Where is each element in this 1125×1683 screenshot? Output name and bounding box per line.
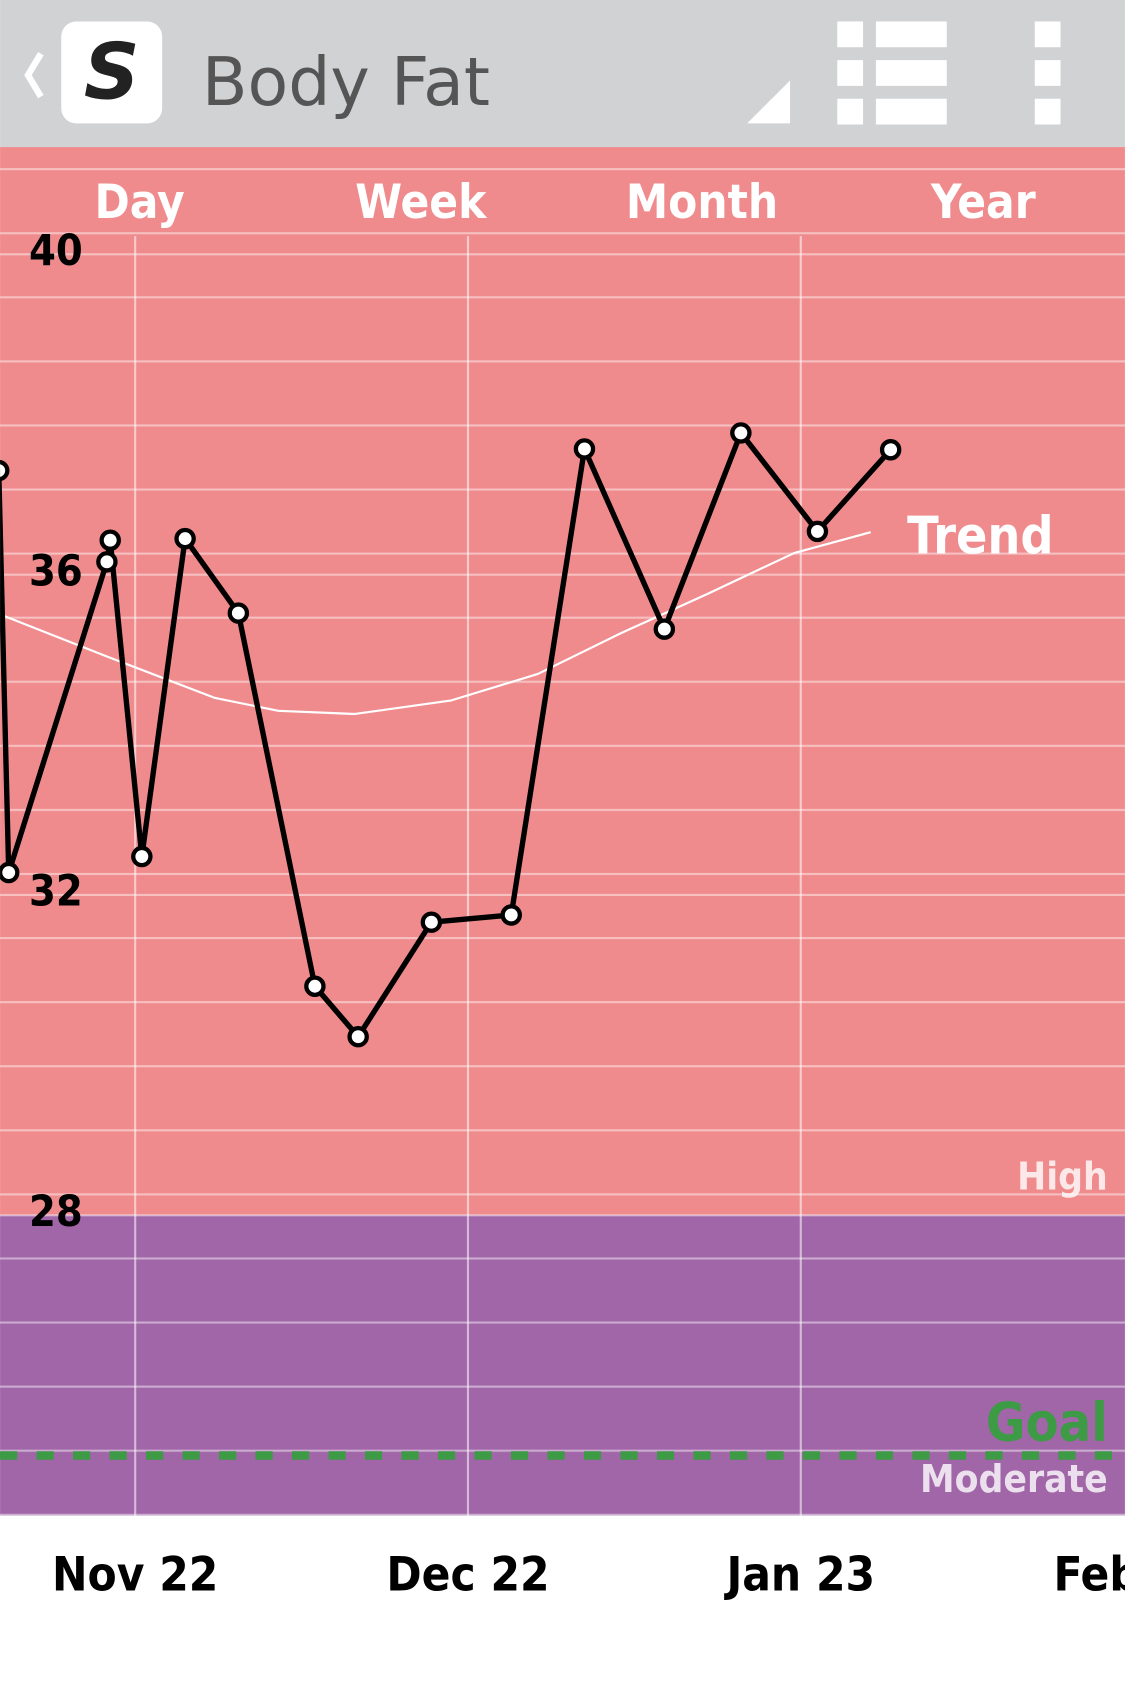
- y-tick-label: 40: [29, 226, 83, 276]
- data-point: [347, 1025, 369, 1048]
- goal-label: Goal: [986, 1390, 1108, 1453]
- range-tab[interactable]: Month: [626, 175, 778, 230]
- x-tick-label: Jan 23: [723, 1548, 875, 1603]
- range-tab[interactable]: Day: [95, 175, 185, 230]
- list-icon[interactable]: [837, 21, 947, 125]
- y-tick-label: 36: [29, 546, 83, 596]
- minor-grid: [0, 147, 1125, 1516]
- logo-letter: S: [84, 28, 140, 118]
- y-tick-label: 32: [29, 867, 83, 917]
- data-point: [99, 529, 121, 551]
- data-point: [806, 520, 829, 543]
- data-point: [131, 845, 153, 868]
- data-point: [0, 861, 20, 884]
- menu-icon[interactable]: [1034, 21, 1061, 125]
- back-button[interactable]: [24, 52, 44, 99]
- x-tick-label: Dec 22: [386, 1548, 549, 1603]
- band-label: High: [1017, 1155, 1108, 1200]
- range-tab[interactable]: Year: [930, 175, 1036, 230]
- data-point: [420, 911, 443, 933]
- y-tick-label: 28: [29, 1187, 83, 1237]
- data-point: [879, 439, 902, 461]
- x-tick-label: Feb 23: [1053, 1548, 1125, 1603]
- data-line: [0, 430, 893, 1040]
- data-point: [227, 602, 250, 624]
- signal-icon: [747, 80, 791, 124]
- data-point: [730, 422, 752, 444]
- data-point: [96, 551, 118, 573]
- band-label: Moderate: [920, 1457, 1108, 1502]
- chart: High Moderate Day Week Month Year Nov 22 Dec 22…: [0, 147, 1125, 1603]
- series-layer: [0, 422, 902, 1048]
- data-point: [174, 527, 196, 550]
- range-tab[interactable]: Week: [355, 175, 488, 230]
- app-bar: [0, 0, 1125, 148]
- data-point: [500, 904, 522, 926]
- data-point: [0, 459, 10, 482]
- trend-line: [0, 531, 871, 716]
- data-point: [653, 618, 676, 640]
- legend-label: Trend: [907, 507, 1053, 567]
- app-logo[interactable]: [61, 21, 163, 124]
- x-tick-label: Nov 22: [52, 1548, 218, 1603]
- data-point: [573, 438, 596, 460]
- page-title: Body Fat: [202, 43, 490, 121]
- data-point: [304, 975, 326, 997]
